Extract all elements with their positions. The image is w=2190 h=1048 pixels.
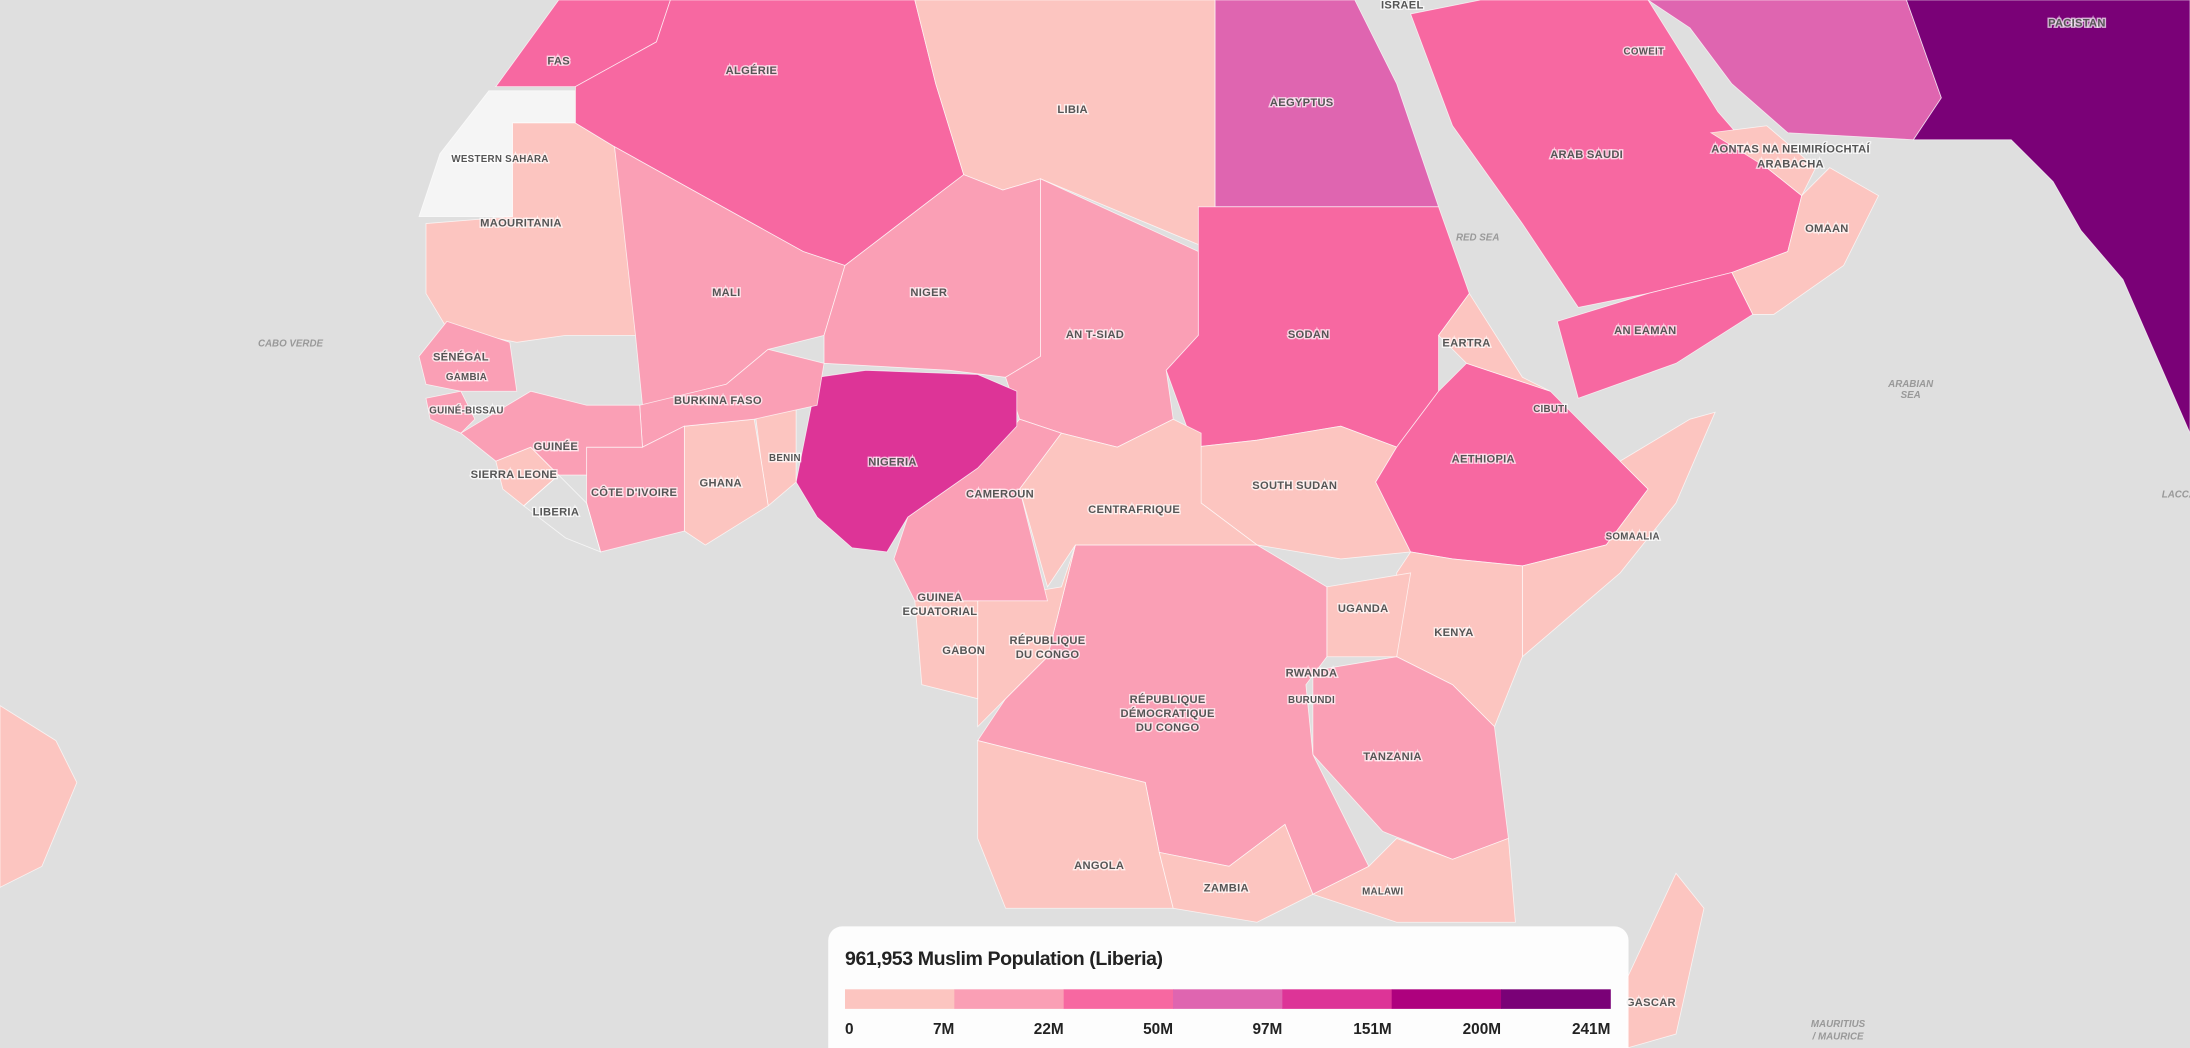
- legend-swatch: [1391, 989, 1502, 1009]
- country[interactable]: [1731, 167, 1880, 315]
- labels: FAS ALGÉRIE LIBIA AEGYPTUS ISRAEL WESTER…: [258, 0, 2190, 1043]
- country-label: LIBIA: [1057, 104, 1088, 116]
- country[interactable]: [418, 320, 518, 392]
- water-label: MAURITIUS: [1811, 1019, 1866, 1030]
- country-label: NIGERIA: [868, 456, 916, 468]
- legend-tick-label: 22M: [1034, 1021, 1064, 1038]
- country[interactable]: [1311, 837, 1516, 923]
- country-label: GUINÉE: [534, 440, 578, 453]
- country-label: AONTAS NA NEIMIRÍOCHTAÍ: [1711, 142, 1870, 155]
- country-label: GHANA: [700, 477, 742, 489]
- country-label: ISRAEL: [1381, 0, 1424, 11]
- legend-tick-label: 200M: [1463, 1021, 1501, 1038]
- country[interactable]: [1214, 0, 1440, 208]
- legend-swatch: [1501, 989, 1611, 1009]
- country-label: ANGOLA: [1074, 860, 1124, 872]
- country-label: GUINEA: [917, 592, 962, 604]
- country-label: GUINÉ-BISSAU: [429, 405, 503, 417]
- country-label: WESTERN SAHARA: [451, 154, 548, 165]
- country-label: LIBERIA: [533, 507, 580, 519]
- country-label: GABON: [942, 645, 985, 657]
- country-label: KENYA: [1434, 627, 1473, 639]
- country-label: ZAMBIA: [1204, 882, 1249, 894]
- country[interactable]: [1521, 411, 1716, 658]
- selected-country[interactable]: [523, 474, 602, 553]
- country-label: ALGÉRIE: [726, 64, 778, 77]
- water-label: RED SEA: [1456, 232, 1499, 243]
- country[interactable]: [0, 705, 78, 888]
- country-label: CAMEROUN: [966, 488, 1034, 500]
- country-label: DU CONGO: [1016, 649, 1080, 661]
- country-label: DU CONGO: [1136, 722, 1200, 734]
- legend-tick-label: 7M: [933, 1021, 954, 1038]
- country-label: SÉNÉGAL: [433, 351, 489, 364]
- country-label: AN T-SIAD: [1066, 329, 1124, 341]
- country-label: COWEIT: [1624, 46, 1665, 57]
- country[interactable]: [977, 544, 1076, 728]
- water-label: CABO VERDE: [258, 339, 324, 350]
- country-label: GAMBIA: [446, 372, 487, 383]
- country[interactable]: [1906, 0, 2190, 434]
- water-label: ARABIAN: [1887, 379, 1934, 390]
- country-label: BURKINA FASO: [674, 395, 762, 407]
- country-label: BURUNDI: [1288, 695, 1335, 706]
- country-label: FAS: [547, 55, 570, 67]
- country[interactable]: [1438, 292, 1551, 392]
- country-label: MALI: [712, 287, 740, 299]
- country-label: CENTRAFRIQUE: [1088, 504, 1180, 516]
- country-label: TANZANIA: [1363, 751, 1421, 763]
- legend-tick-label: 50M: [1143, 1021, 1173, 1038]
- country-label: UGANDA: [1338, 603, 1389, 615]
- country-label: AETHIOPIA: [1452, 454, 1515, 466]
- country-label: DÉMOCRATIQUE: [1121, 707, 1215, 720]
- legend-swatch: [1282, 989, 1393, 1009]
- legend-swatch: [1063, 989, 1174, 1009]
- legend-tick-label: 241M: [1572, 1021, 1610, 1038]
- country-label: SODAN: [1288, 329, 1330, 341]
- country-label: ARABACHA: [1757, 159, 1824, 171]
- water-label: LACCA: [2162, 489, 2190, 500]
- legend-swatch: [1173, 989, 1283, 1009]
- country-label: SIERRA LEONE: [471, 469, 558, 481]
- country-label: RWANDA: [1286, 667, 1338, 679]
- legend-tick-label: 0: [845, 1021, 854, 1038]
- legend-swatch: [844, 989, 955, 1009]
- country-label: RÉPUBLIQUE: [1130, 693, 1206, 706]
- country-label: NIGER: [910, 287, 947, 299]
- country-label: BENIN: [769, 453, 801, 464]
- country-label: RÉPUBLIQUE: [1010, 634, 1086, 647]
- country[interactable]: [795, 369, 1018, 553]
- country-label: SOUTH SUDAN: [1252, 480, 1337, 492]
- country-label: CÔTE D'IVOIRE: [591, 486, 677, 499]
- info-title: 961,953 Muslim Population (Liberia): [845, 948, 1163, 970]
- country[interactable]: [1709, 125, 1817, 197]
- water-label: / MAURICE: [1812, 1032, 1864, 1043]
- info-box-bg: [828, 926, 1629, 1048]
- country-label: AEGYPTUS: [1270, 97, 1334, 109]
- country-label: GASCAR: [1626, 997, 1676, 1009]
- country[interactable]: [425, 390, 476, 434]
- legend-tick-label: 97M: [1252, 1021, 1282, 1038]
- water-label: SEA: [1901, 390, 1921, 401]
- legend-swatch: [954, 989, 1065, 1009]
- country-label: OMAAN: [1805, 223, 1849, 235]
- country-label: ARAB SAUDI: [1550, 149, 1623, 161]
- legend-tick-label: 151M: [1353, 1021, 1391, 1038]
- country[interactable]: [460, 390, 643, 476]
- country-label: AN EAMAN: [1614, 325, 1676, 337]
- country-label: CIBUTI: [1533, 404, 1567, 415]
- country-label: MAOURITANIA: [480, 217, 562, 229]
- info-box: 961,953 Muslim Population (Liberia) 0 7M 2…: [828, 926, 1629, 1048]
- country[interactable]: [1019, 418, 1259, 588]
- country-label: SOMAALIA: [1606, 531, 1660, 542]
- country-label: PACISTAN: [2048, 18, 2106, 30]
- country-label: ECUATORIAL: [903, 606, 978, 618]
- country-label: MALAWI: [1362, 886, 1403, 897]
- country-label: EARTRA: [1442, 338, 1490, 350]
